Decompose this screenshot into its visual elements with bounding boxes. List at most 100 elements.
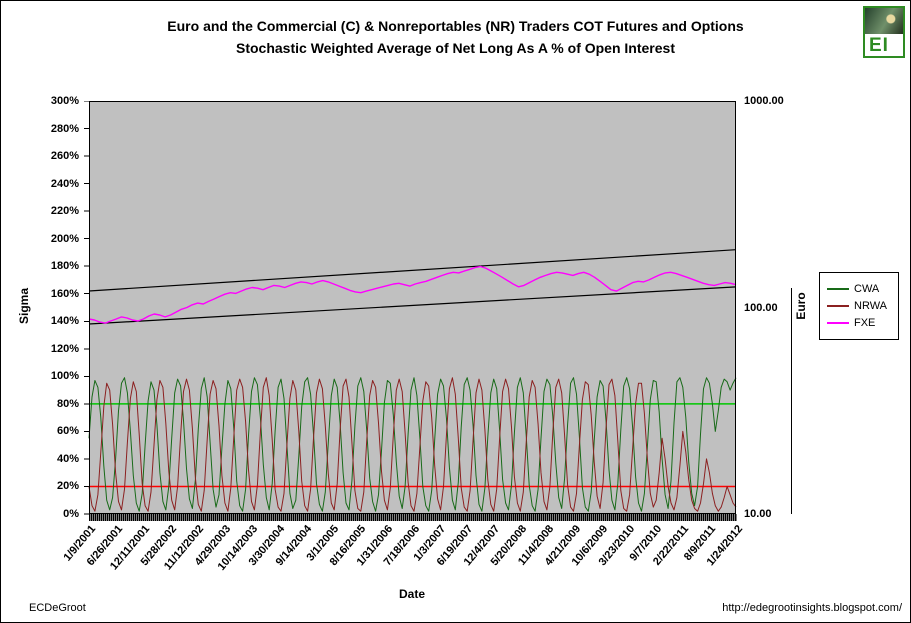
x-axis-tick: [639, 514, 641, 521]
x-axis-tick: [437, 514, 439, 521]
x-axis-tick: [623, 514, 625, 521]
legend-line-sample: [827, 288, 849, 290]
x-axis-tick: [469, 514, 471, 521]
x-axis-tick: [225, 514, 227, 521]
x-axis-tick: [269, 514, 271, 521]
x-axis-tick: [587, 514, 589, 521]
x-axis-tick: [643, 514, 645, 521]
x-axis-tick: [403, 514, 405, 521]
x-axis-tick: [183, 514, 185, 521]
x-axis-tick: [105, 514, 107, 521]
x-axis-tick: [513, 514, 515, 521]
x-axis-tick: [335, 514, 337, 521]
x-axis-tick: [97, 514, 99, 521]
x-axis-tick: [663, 514, 665, 521]
y-axis-tick-label: 180%: [50, 260, 79, 273]
x-axis-tick: [329, 514, 331, 521]
x-axis-tick: [231, 514, 233, 521]
x-axis-tick: [613, 514, 615, 521]
y-axis-tick-label: 20%: [56, 480, 79, 493]
x-axis-tick: [553, 514, 555, 521]
x-axis-tick: [461, 514, 463, 521]
x-axis-tick: [415, 514, 417, 521]
x-axis-tick: [715, 514, 717, 521]
y-axis-tick-label: 120%: [50, 342, 79, 355]
x-axis-tick: [379, 514, 381, 521]
x-axis-tick: [257, 514, 259, 521]
x-axis-tick: [357, 514, 359, 521]
x-axis-tick: [711, 514, 713, 521]
y-axis-tick-label: 60%: [56, 425, 79, 438]
x-axis-tick: [371, 514, 373, 521]
x-axis-tick: [123, 514, 125, 521]
x-axis-tick: [181, 514, 183, 521]
x-axis-tick: [243, 514, 245, 521]
x-axis-tick: [191, 514, 193, 521]
x-axis-tick: [135, 514, 137, 521]
x-axis-tick: [327, 514, 329, 521]
x-axis-tick: [723, 514, 725, 521]
x-axis-tick: [241, 514, 243, 521]
plot-border: [89, 101, 736, 514]
x-axis-tick: [345, 514, 347, 521]
x-axis-tick: [479, 514, 481, 521]
x-axis-tick: [671, 514, 673, 521]
x-axis-tick: [443, 514, 445, 521]
y-axis-tick-label: 160%: [50, 287, 79, 300]
x-axis-tick: [629, 514, 631, 521]
x-axis-tick: [359, 514, 361, 521]
x-axis-tick: [703, 514, 705, 521]
x-axis-tick: [221, 514, 223, 521]
secondary-axis-tick-label: 1000.00: [744, 95, 784, 107]
x-axis-tick: [493, 514, 495, 521]
x-axis-tick: [681, 514, 683, 521]
x-axis-tick: [637, 514, 639, 521]
x-axis-tick: [207, 514, 209, 521]
legend-label: NRWA: [854, 300, 887, 312]
x-axis-tick: [419, 514, 421, 521]
x-axis-tick: [217, 514, 219, 521]
x-axis-tick: [533, 514, 535, 521]
x-axis-tick: [457, 514, 459, 521]
x-axis-tick: [483, 514, 485, 521]
y-axis-tick-label: 280%: [50, 122, 79, 135]
x-axis-tick: [573, 514, 575, 521]
x-axis-tick: [255, 514, 257, 521]
x-axis-tick: [475, 514, 477, 521]
x-axis-tick: [299, 514, 301, 521]
x-axis-tick: [559, 514, 561, 521]
x-axis-tick: [689, 514, 691, 521]
x-axis-tick: [309, 514, 311, 521]
legend-label: CWA: [854, 283, 880, 295]
x-axis-tick: [375, 514, 377, 521]
x-axis-tick: [541, 514, 543, 521]
x-axis-tick: [125, 514, 127, 521]
x-axis-tick: [313, 514, 315, 521]
x-axis-tick: [673, 514, 675, 521]
x-axis-tick: [219, 514, 221, 521]
x-axis-tick: [539, 514, 541, 521]
x-axis-tick: [227, 514, 229, 521]
y-axis-tick-label: 260%: [50, 150, 79, 163]
x-axis-tick: [297, 514, 299, 521]
y-axis-tick-label: 200%: [50, 232, 79, 245]
legend-item-cwa: CWA: [827, 281, 894, 297]
x-axis-tick: [473, 514, 475, 521]
trend-line-2: [88, 286, 737, 325]
x-axis-tick: [697, 514, 699, 521]
x-axis-tick: [733, 514, 735, 521]
x-axis-tick: [417, 514, 419, 521]
x-axis-tick: [253, 514, 255, 521]
x-axis-tick: [657, 514, 659, 521]
x-axis-tick: [205, 514, 207, 521]
x-axis-tick: [633, 514, 635, 521]
x-axis-tick: [323, 514, 325, 521]
x-axis-tick: [647, 514, 649, 521]
x-axis-tick: [685, 514, 687, 521]
x-axis-tick: [537, 514, 539, 521]
x-axis-tick: [471, 514, 473, 521]
x-axis-tick: [393, 514, 395, 521]
legend-label: FXE: [854, 317, 876, 329]
x-axis-tick: [713, 514, 715, 521]
